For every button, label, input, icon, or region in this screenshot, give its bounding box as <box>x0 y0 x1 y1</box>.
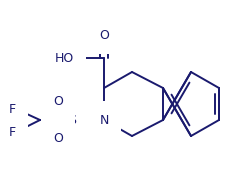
Text: O: O <box>99 28 109 42</box>
Text: S: S <box>68 113 76 126</box>
Text: F: F <box>9 125 16 139</box>
Text: F: F <box>9 103 16 115</box>
Text: O: O <box>53 132 63 145</box>
Text: HO: HO <box>54 52 74 64</box>
Text: O: O <box>53 94 63 107</box>
Text: N: N <box>99 113 108 126</box>
